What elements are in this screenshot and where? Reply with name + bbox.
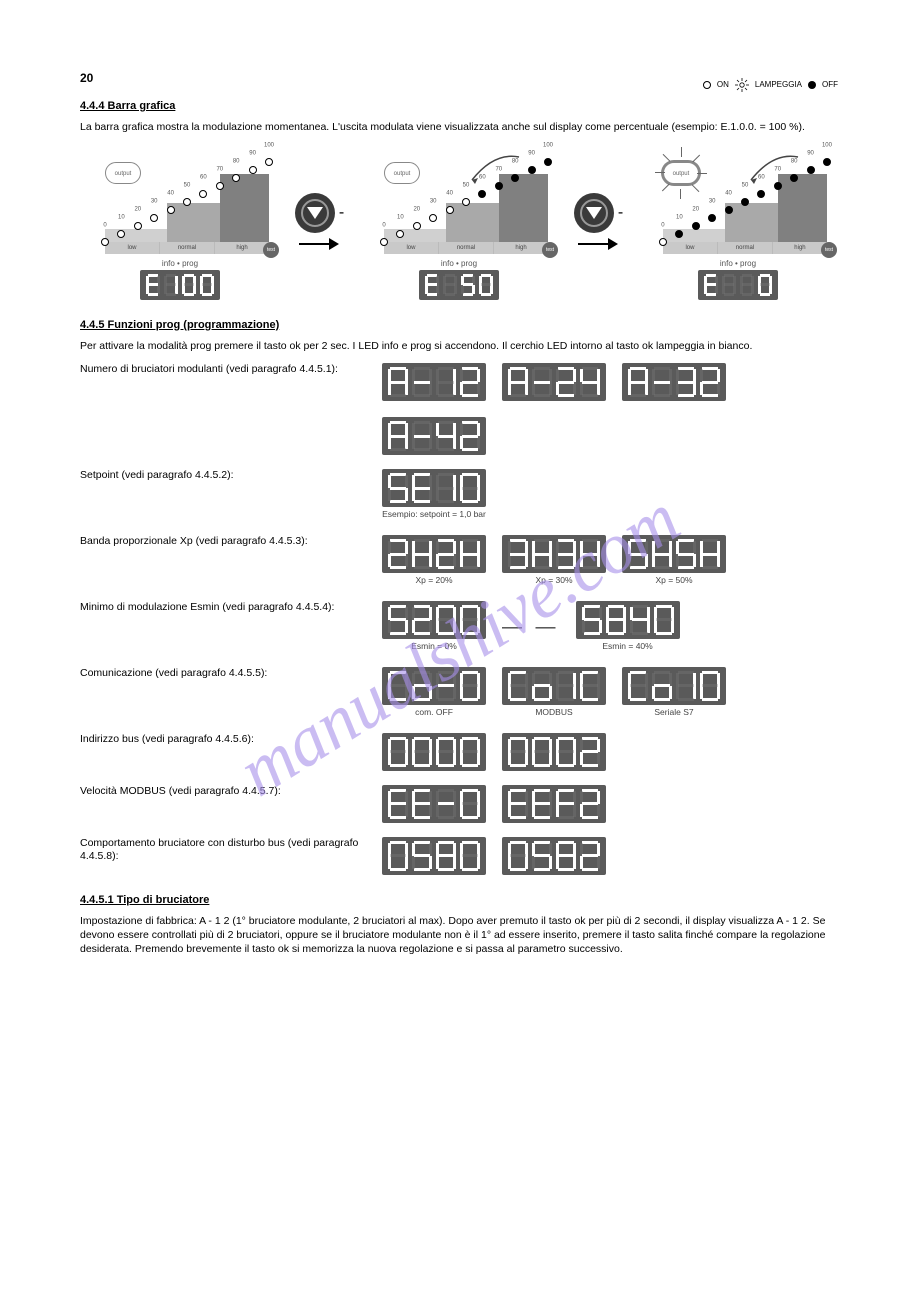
section-prog: 4.4.5 Funzioni prog (programmazione) Per… [80,318,838,875]
seg-display [502,837,606,875]
seg-display [382,785,486,823]
param-label: Minimo di modulazione Esmin (vedi paragr… [80,601,370,615]
param-label: Comportamento bruciatore con disturbo bu… [80,837,370,864]
param-row: Minimo di modulazione Esmin (vedi paragr… [80,601,838,653]
arrow-right-icon [578,237,618,251]
param-list: Numero di bruciatori modulanti (vedi par… [80,363,838,875]
section-title-3: 4.4.5.1 Tipo di bruciatore [80,893,838,908]
param-caption: Seriale S7 [654,707,693,719]
seg-display [140,270,220,300]
graph-panel-1: lownormalhighoutputtest01020304050607080… [80,144,280,299]
seg-display [382,733,486,771]
section-title-2: 4.4.5 Funzioni prog (programmazione) [80,318,838,333]
param-row: Banda proporzionale Xp (vedi paragrafo 4… [80,535,838,587]
info-prog-label: info • prog [162,258,198,269]
param-row: Indirizzo bus (vedi paragrafo 4.4.5.6): [80,733,838,771]
param-caption: com. OFF [415,707,453,719]
param-caption: Xp = 30% [535,575,572,587]
legend-lamp: LAMPEGGIA [755,79,802,90]
down-button[interactable] [574,193,614,233]
graph-panel-2: lownormalhighoutputtest01020304050607080… [359,144,559,299]
seg-display [382,601,486,639]
param-label: Indirizzo bus (vedi paragrafo 4.4.5.6): [80,733,370,747]
seg-display [502,785,606,823]
param-row: Comunicazione (vedi paragrafo 4.4.5.5): c… [80,667,838,719]
seg-display [502,363,606,401]
param-displays [382,363,838,455]
seg-display [382,469,486,507]
info-prog-label: info • prog [720,258,756,269]
param-displays [382,785,838,823]
led-flash-icon [735,78,749,92]
param-displays [382,837,838,875]
info-prog-label: info • prog [441,258,477,269]
seg-display [382,417,486,455]
section-bargraph: 4.4.4 Barra grafica La barra grafica mos… [80,99,838,300]
legend-off: OFF [822,79,838,90]
param-row: Velocità MODBUS (vedi paragrafo 4.4.5.7)… [80,785,838,823]
range-joiner: — — [502,613,560,641]
param-label: Numero di bruciatori modulanti (vedi par… [80,363,370,377]
minus-icon: - [618,202,623,224]
param-row: Setpoint (vedi paragrafo 4.4.5.2): Esempi… [80,469,838,521]
seg-display [382,363,486,401]
button-transition-1: - [295,193,344,251]
minus-icon: - [339,202,344,224]
param-row: Comportamento bruciatore con disturbo bu… [80,837,838,875]
param-caption: MODBUS [535,707,572,719]
param-label: Comunicazione (vedi paragrafo 4.4.5.5): [80,667,370,681]
param-displays: com. OFF MODBUS Seriale S7 [382,667,838,719]
seg-display [698,270,778,300]
param-caption: Esempio: setpoint = 1,0 bar [382,509,486,521]
param-caption: Xp = 20% [415,575,452,587]
arrow-right-icon [299,237,339,251]
seg-display [622,535,726,573]
legend-on: ON [717,79,729,90]
seg-display [502,667,606,705]
seg-display [502,535,606,573]
seg-display [622,667,726,705]
button-transition-2: - [574,193,623,251]
section-burner-type: 4.4.5.1 Tipo di bruciatore Impostazione … [80,893,838,957]
seg-display [622,363,726,401]
down-button[interactable] [295,193,335,233]
seg-display [382,837,486,875]
param-label: Velocità MODBUS (vedi paragrafo 4.4.5.7)… [80,785,370,799]
param-label: Setpoint (vedi paragrafo 4.4.5.2): [80,469,370,483]
bargraph-row: lownormalhighoutputtest01020304050607080… [80,144,838,299]
seg-display [502,733,606,771]
section-body-1: La barra grafica mostra la modulazione m… [80,120,838,134]
param-displays: Esempio: setpoint = 1,0 bar [382,469,838,521]
section-intro-2: Per attivare la modalità prog premere il… [80,339,838,353]
seg-display [576,601,680,639]
led-on-icon [703,81,711,89]
seg-display [419,270,499,300]
seg-display [382,535,486,573]
graph-panel-3: lownormalhighoutputtest01020304050607080… [638,144,838,299]
param-displays: Xp = 20% Xp = 30% Xp = 50% [382,535,838,587]
led-off-icon [808,81,816,89]
section-title-1: 4.4.4 Barra grafica [80,99,838,114]
seg-display [382,667,486,705]
led-legend: ON LAMPEGGIA OFF [703,78,838,92]
param-label: Banda proporzionale Xp (vedi paragrafo 4… [80,535,370,549]
param-caption: Xp = 50% [655,575,692,587]
param-row: Numero di bruciatori modulanti (vedi par… [80,363,838,455]
param-displays: Esmin = 0%— —Esmin = 40% [382,601,838,653]
section-body-3: Impostazione di fabbrica: A - 1 2 (1° br… [80,914,838,957]
param-displays [382,733,838,771]
